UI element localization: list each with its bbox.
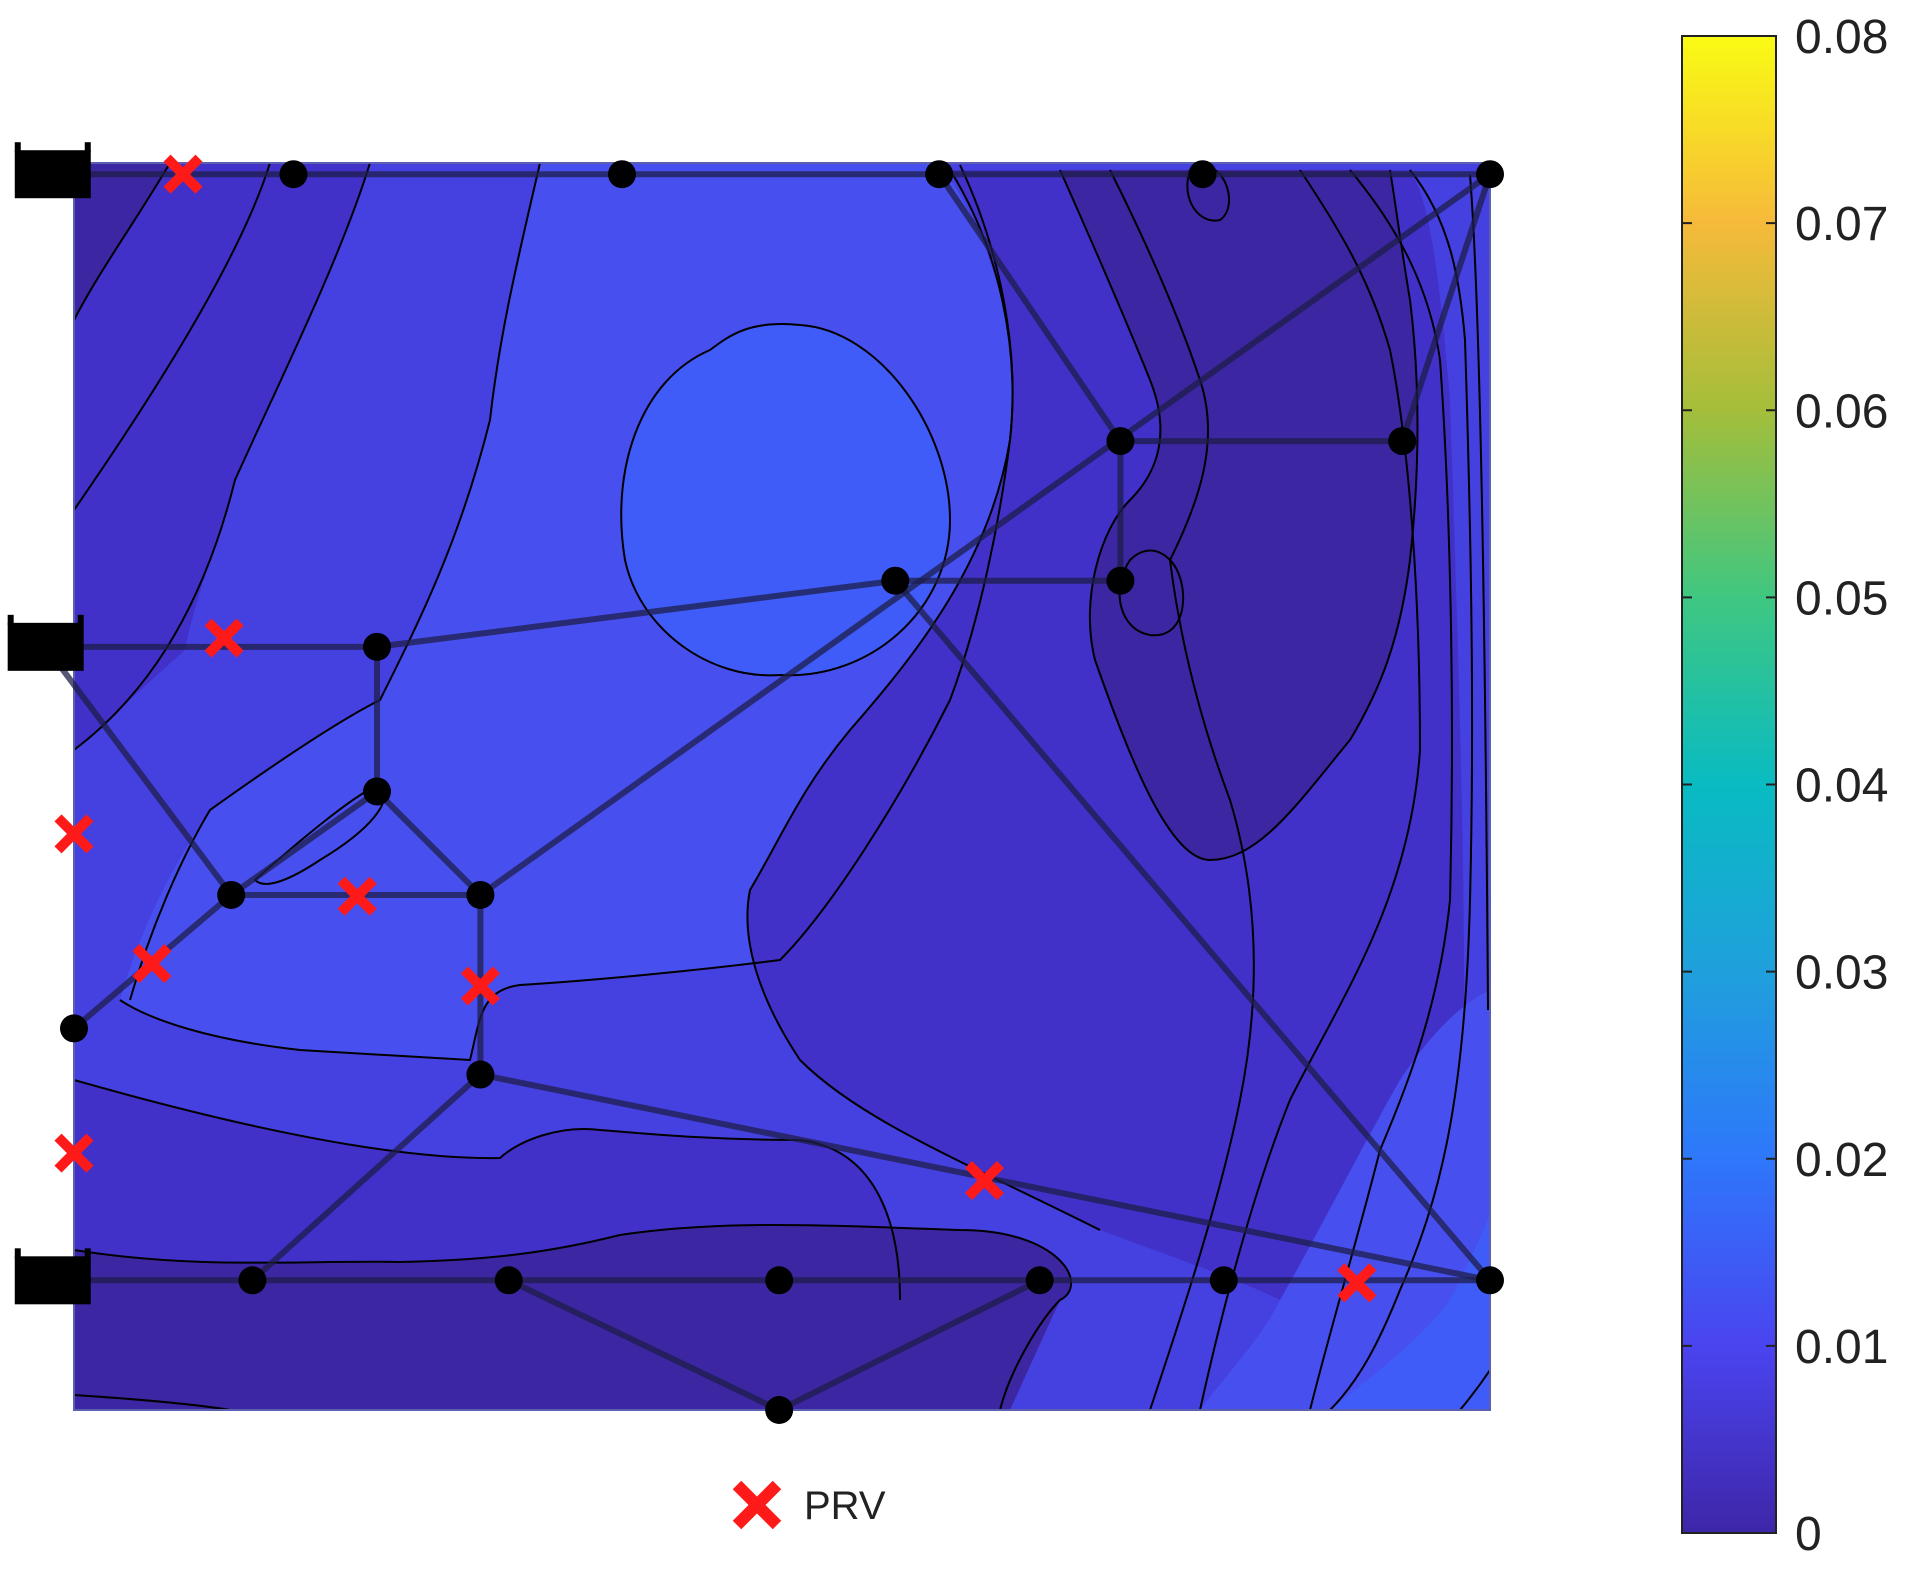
colorbar-tick-label: 0.02 [1795,1134,1888,1187]
prv-marker [54,814,94,854]
colorbar-tick-label: 0.01 [1795,1321,1888,1374]
pipe-segment [892,577,1493,1284]
reservoirs-layer [7,142,91,1305]
colorbar-tick-label: 0.07 [1795,198,1888,251]
junction-node [1388,427,1417,456]
reservoir-icon [14,1248,91,1305]
junction-node [881,566,910,595]
junction-node [466,880,495,909]
contour-line [1459,1369,1490,1410]
reservoir-icon [14,142,91,199]
legend-prv-label: PRV [804,1484,886,1528]
contour-line [74,163,271,511]
junction-node [1106,566,1135,595]
pipe-segment [477,171,1493,898]
junction-node [1476,160,1504,189]
contour-line [74,1394,231,1410]
junction-node [765,1266,794,1295]
contour-line [1329,169,1474,1410]
colorbar: 0 0.01 0.02 0.03 0.04 0.05 0.06 0.07 0.08 [1681,11,1888,1561]
junction-node [1106,427,1135,456]
contour-line [1469,174,1489,1011]
legend-prv-marker [732,1480,782,1530]
nodes-layer [60,160,1504,1424]
pipe-segment [374,788,484,898]
contour-band-lowest [74,1225,1072,1410]
junction-node [238,1266,267,1295]
contour-band-lowest [1060,170,1418,860]
junction-node [607,160,636,189]
junction-node [279,160,308,189]
junction-node [217,880,246,909]
junction-node [1188,160,1217,189]
junction-node [1209,1266,1238,1295]
contour-band-level-1 [74,163,370,750]
contour-line [74,163,171,321]
pipe-segment [776,1277,1043,1413]
contour-line [1186,169,1231,222]
colorbar-tick-label: 0.08 [1795,11,1888,64]
pipe-segment [1399,171,1493,445]
contour-line [1109,169,1255,1410]
junction-node [1025,1266,1054,1295]
pipe-segment [936,171,1124,445]
junction-node [494,1266,523,1295]
contour-line [746,169,1101,1231]
contour-band-level-3 [1200,990,1490,1410]
prv-marker [163,154,203,194]
colorbar-gradient [1681,35,1777,1534]
colorbar-tick-label: 0 [1795,1508,1822,1561]
junction-node [925,160,954,189]
pipe-segment [505,1277,783,1413]
contour-line [74,1224,1073,1410]
junction-node [765,1396,794,1424]
colorbar-ticks: 0 0.01 0.02 0.03 0.04 0.05 0.06 0.07 0.08 [1682,11,1888,1561]
prv-marker [337,876,377,916]
contour-band-highest [621,324,950,676]
pipe-segment [42,643,235,898]
contour-line [129,163,541,1001]
contour-field [74,163,1490,1410]
junction-node [1476,1266,1504,1295]
colorbar-tick-label: 0.05 [1795,572,1888,625]
contour-line [1199,169,1422,1410]
pipe-segment [374,577,899,650]
prv-layer [54,154,1377,1303]
pipe-segment [249,1071,484,1284]
prv-marker [204,618,244,658]
prv-marker [460,966,500,1006]
legend: PRV [732,1480,886,1530]
prv-marker [1337,1263,1377,1303]
colorbar-tick-label: 0.06 [1795,385,1888,438]
colorbar-tick-label: 0.03 [1795,947,1888,1000]
prv-marker [54,1133,94,1173]
prv-marker [132,944,172,984]
prv-marker [964,1161,1005,1201]
pipe-segment [228,788,381,898]
contour-band-lowest [74,163,170,320]
contour-line [74,163,371,751]
junction-node [466,1060,495,1089]
colorbar-tick-label: 0.04 [1795,760,1888,813]
reservoir-icon [7,614,84,671]
contour-line [620,323,952,677]
junction-node [363,632,392,661]
contour-band-highest [1330,1210,1490,1410]
junction-node [60,1014,88,1043]
junction-node [363,777,392,806]
contour-line [74,1079,901,1301]
contour-line [1309,169,1453,1410]
